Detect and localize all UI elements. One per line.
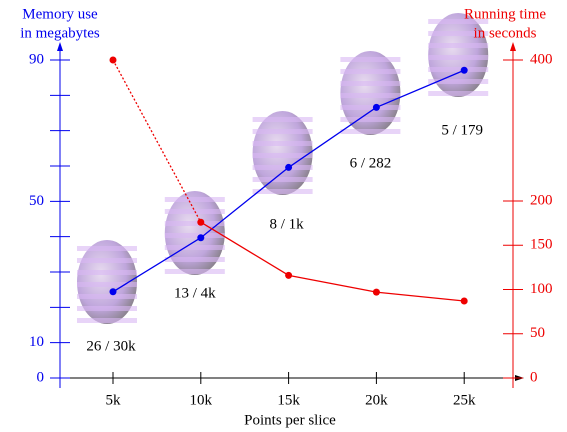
data-point [197, 234, 204, 241]
data-point [197, 219, 204, 226]
y-tick-label: 90 [29, 51, 44, 67]
series-line [113, 60, 201, 222]
head-stripe [253, 177, 313, 182]
y-tick-label: 0 [37, 369, 45, 385]
y2-tick-label: 400 [530, 51, 553, 67]
head-stripe [165, 197, 225, 202]
head-stripe [165, 269, 225, 274]
data-point [285, 272, 292, 279]
head-stripe [340, 81, 400, 86]
chart: Memory use in megabytes Running time in … [0, 0, 567, 432]
head-stripe [253, 141, 313, 146]
head-stripe [77, 306, 137, 311]
head-stripe [77, 270, 137, 275]
y-axis-title: Memory use [22, 6, 98, 22]
data-point [461, 298, 468, 305]
y2-tick-label: 200 [530, 192, 553, 208]
head-stripe [253, 117, 313, 122]
y2-axis-title: in seconds [474, 25, 537, 41]
head-stripe [77, 258, 137, 263]
data-point [373, 104, 380, 111]
x-tick-label: 10k [190, 392, 213, 408]
head-stripe [340, 57, 400, 62]
x-axis-title: Points per slice [244, 412, 336, 428]
data-point [285, 164, 292, 171]
y2-tick-label: 100 [530, 281, 553, 297]
head-stripe [165, 257, 225, 262]
head-stripe [77, 294, 137, 299]
y-axis-title: in megabytes [20, 25, 100, 41]
head-stripe [340, 105, 400, 110]
head-stripe [340, 69, 400, 74]
x-tick-label: 5k [106, 392, 122, 408]
head-stripe [165, 245, 225, 250]
data-point [373, 289, 380, 296]
y-tick-label: 50 [29, 193, 44, 209]
x-tick-label: 15k [277, 392, 300, 408]
head-stripe [253, 165, 313, 170]
annotation: 6 / 282 [350, 155, 392, 171]
annotation: 26 / 30k [86, 338, 136, 354]
annotation: 8 / 1k [270, 216, 305, 232]
head-stripe [253, 129, 313, 134]
head-stripe [428, 43, 488, 48]
head-stripe [428, 91, 488, 96]
annotation: 5 / 179 [441, 122, 483, 138]
data-point [110, 57, 117, 64]
head-stripe [340, 93, 400, 98]
head-stripe [77, 246, 137, 251]
y2-tick-label: 0 [530, 369, 538, 385]
head-stripe [428, 55, 488, 60]
y2-axis-title: Running time [464, 6, 546, 22]
y2-axis-arrow [510, 42, 516, 51]
y-tick-label: 10 [29, 334, 44, 350]
head-stripe [165, 233, 225, 238]
y-axis-arrow [57, 42, 63, 51]
head-stripe [340, 129, 400, 134]
y2-tick-label: 150 [530, 237, 553, 253]
data-point [461, 67, 468, 74]
series-line [289, 275, 377, 292]
annotation: 13 / 4k [174, 285, 216, 301]
x-tick-label: 20k [365, 392, 388, 408]
head-stripe [77, 318, 137, 323]
series-line [376, 292, 464, 301]
y2-tick-label: 50 [530, 325, 545, 341]
data-point [110, 288, 117, 295]
head-stripe [428, 67, 488, 72]
head-stripe [340, 117, 400, 122]
x-tick-label: 25k [453, 392, 476, 408]
